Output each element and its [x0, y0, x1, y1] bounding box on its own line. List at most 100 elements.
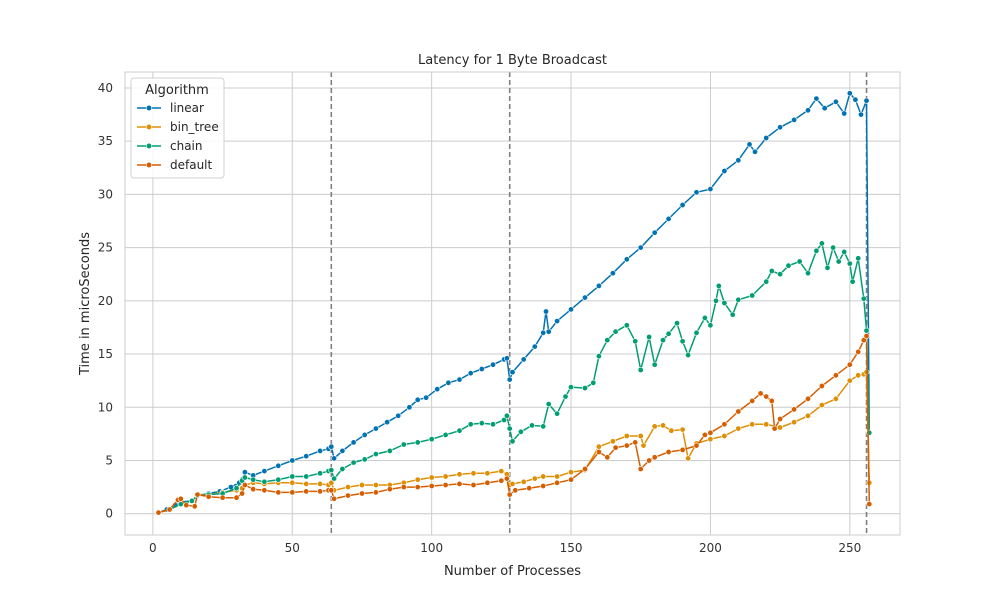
data-point-chain: [506, 425, 513, 432]
data-point-chain: [545, 401, 552, 408]
data-point-linear: [763, 135, 770, 142]
tick-labels: 0 50 100 150 200 250 0 5 10 15 20 25 30 35 40: [98, 81, 862, 555]
data-point-chain: [528, 422, 535, 429]
data-point-bin_tree: [832, 395, 839, 402]
data-point-chain: [590, 379, 597, 386]
data-point-default: [646, 457, 653, 464]
data-point-chain: [855, 255, 862, 262]
data-point-linear: [609, 270, 616, 277]
data-point-linear: [665, 215, 672, 222]
data-point-chain: [846, 260, 853, 267]
data-point-linear: [846, 90, 853, 97]
data-point-chain: [361, 456, 368, 463]
y-tick-label: 25: [98, 241, 113, 255]
data-point-chain: [685, 352, 692, 359]
data-point-bin_tree: [358, 481, 365, 488]
data-point-bin_tree: [303, 480, 310, 487]
data-point-linear: [651, 229, 658, 236]
y-tick-label: 30: [98, 187, 113, 201]
data-point-default: [386, 486, 393, 493]
data-point-linear: [503, 355, 510, 362]
data-point-bin_tree: [721, 432, 728, 439]
data-point-bin_tree: [804, 412, 811, 419]
data-point-default: [612, 444, 619, 451]
data-point-chain: [386, 447, 393, 454]
data-point-bin_tree: [509, 480, 516, 487]
data-point-default: [498, 477, 505, 484]
data-point-chain: [456, 427, 463, 434]
data-point-linear: [707, 186, 714, 193]
data-point-chain: [489, 421, 496, 428]
data-point-linear: [289, 457, 296, 464]
series-default: [155, 332, 873, 516]
data-point-bin_tree: [414, 476, 421, 483]
data-point-chain: [540, 423, 547, 430]
data-point-linear: [445, 379, 452, 386]
data-point-linear: [832, 98, 839, 105]
data-point-linear: [467, 370, 474, 377]
data-point-chain: [623, 322, 630, 329]
data-point-bin_tree: [623, 432, 630, 439]
data-point-chain: [188, 497, 195, 504]
data-point-default: [679, 446, 686, 453]
data-point-chain: [604, 337, 611, 344]
data-point-chain: [818, 240, 825, 247]
data-point-default: [344, 492, 351, 499]
data-point-bin_tree: [637, 432, 644, 439]
data-point-bin_tree: [855, 372, 862, 379]
data-point-linear: [863, 97, 870, 104]
data-point-default: [749, 397, 756, 404]
data-point-chain: [400, 441, 407, 448]
data-point-linear: [567, 306, 574, 313]
data-point-chain: [595, 353, 602, 360]
data-point-chain: [501, 416, 508, 423]
data-point-chain: [729, 311, 736, 318]
data-point-linear: [804, 107, 811, 114]
data-point-chain: [673, 320, 680, 327]
data-point-default: [372, 489, 379, 496]
data-point-chain: [701, 314, 708, 321]
data-point-chain: [503, 412, 510, 419]
x-axis-label: Number of Processes: [444, 564, 581, 579]
data-point-linear: [350, 439, 357, 446]
legend-marker: [145, 123, 153, 131]
data-point-linear: [693, 189, 700, 196]
data-point-default: [768, 397, 775, 404]
data-point-chain: [735, 296, 742, 303]
data-point-linear: [679, 202, 686, 209]
data-point-chain: [317, 470, 324, 477]
data-point-default: [331, 495, 338, 502]
data-point-chain: [651, 361, 658, 368]
data-point-bin_tree: [442, 473, 449, 480]
data-point-chain: [509, 438, 516, 445]
data-point-default: [275, 489, 282, 496]
data-point-default: [735, 408, 742, 415]
data-point-default: [166, 506, 173, 513]
data-point-default: [414, 484, 421, 491]
x-tick-label: 50: [285, 541, 300, 555]
data-point-chain: [763, 278, 770, 285]
data-point-linear: [372, 425, 379, 432]
legend-item-default: default: [137, 158, 213, 172]
data-point-chain: [250, 476, 257, 483]
data-point-default: [250, 486, 257, 493]
data-point-chain: [707, 322, 714, 329]
data-point-default: [707, 429, 714, 436]
data-point-default: [205, 493, 212, 500]
data-point-linear: [361, 431, 368, 438]
data-point-default: [832, 372, 839, 379]
data-point-linear: [751, 148, 758, 155]
data-point-chain: [777, 271, 784, 278]
data-point-bin_tree: [777, 424, 784, 431]
data-point-default: [183, 502, 190, 509]
legend-label: default: [170, 158, 213, 172]
data-point-chain: [679, 338, 686, 345]
data-point-default: [233, 494, 240, 501]
data-point-chain: [581, 385, 588, 392]
data-point-default: [470, 481, 477, 488]
data-point-bin_tree: [640, 442, 647, 449]
data-point-linear: [478, 365, 485, 372]
data-point-default: [328, 487, 335, 494]
